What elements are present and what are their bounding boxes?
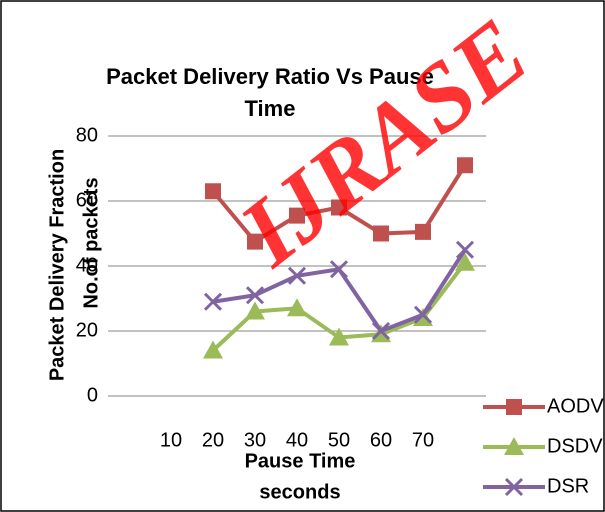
marker: [455, 240, 475, 259]
x-tick-label: 10: [160, 429, 182, 451]
x-tick-label: 20: [202, 429, 224, 451]
x-tick-label: 70: [412, 429, 434, 451]
y-axis-title: No.of packets: [80, 177, 102, 308]
legend-label: AODV: [547, 395, 604, 417]
marker: [506, 399, 522, 415]
marker: [287, 298, 307, 317]
marker: [245, 286, 265, 305]
chart-title: Packet Delivery Ratio Vs Pause: [106, 64, 434, 89]
x-tick-label: 30: [244, 429, 266, 451]
y-tick-label: 0: [87, 384, 98, 406]
marker: [371, 321, 391, 341]
marker: [329, 327, 349, 346]
x-axis-title: seconds: [259, 481, 340, 503]
marker: [504, 477, 524, 497]
y-tick-label: 60: [76, 189, 98, 211]
marker: [457, 157, 473, 174]
y-tick-label: 80: [76, 124, 98, 146]
x-axis-title: Pause Time: [245, 450, 356, 472]
y-tick-label: 20: [76, 319, 98, 341]
marker: [205, 183, 221, 200]
chart-title: Time: [245, 96, 296, 121]
x-tick-label: 50: [328, 429, 350, 451]
marker: [289, 207, 305, 224]
marker: [247, 233, 263, 250]
marker: [413, 305, 433, 324]
legend-label: DSDV: [547, 435, 603, 457]
legend-label: DSR: [547, 475, 589, 497]
marker: [415, 223, 431, 240]
y-axis-title: Packet Delivery Fraction: [46, 149, 68, 381]
y-tick-label: 40: [76, 254, 98, 276]
marker: [203, 292, 223, 311]
marker: [203, 340, 223, 359]
series: [205, 157, 473, 250]
marker: [373, 225, 389, 242]
marker: [245, 301, 265, 320]
marker: [455, 252, 475, 271]
series: [203, 240, 475, 341]
marker: [504, 437, 524, 455]
x-tick-label: 60: [370, 429, 392, 451]
marker: [287, 266, 307, 285]
marker: [329, 260, 349, 279]
x-tick-label: 40: [286, 429, 308, 451]
marker: [331, 199, 347, 216]
